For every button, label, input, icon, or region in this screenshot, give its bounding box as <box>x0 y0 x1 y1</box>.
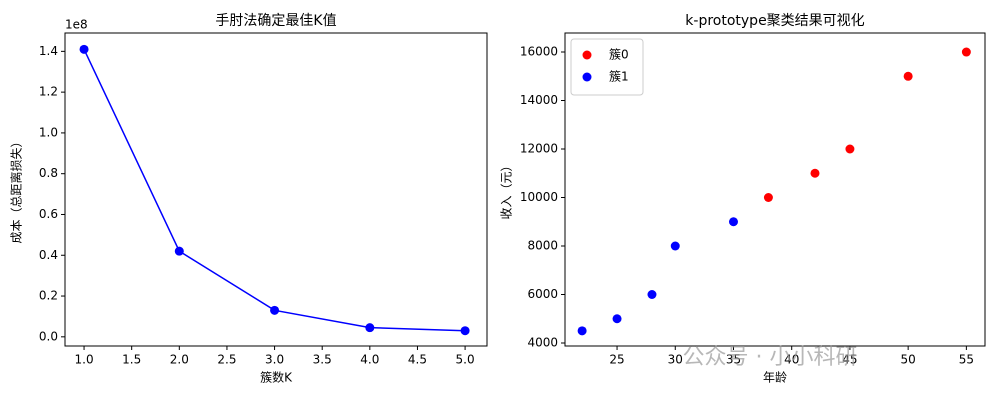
y-tick-label: 14000 <box>520 93 558 107</box>
point <box>79 44 89 54</box>
point <box>810 168 820 178</box>
x-tick-label: 55 <box>959 353 974 367</box>
x-axis-label: 簇数K <box>260 370 293 385</box>
plot-frame <box>64 32 488 347</box>
y-tick-label: 12000 <box>520 142 558 156</box>
y-tick-label: 16000 <box>520 45 558 59</box>
legend-marker <box>582 72 592 82</box>
x-tick-label: 30 <box>668 353 683 367</box>
x-tick-label: 50 <box>901 353 916 367</box>
x-tick-label: 45 <box>842 353 857 367</box>
plot-frame <box>564 32 986 347</box>
point <box>365 323 375 333</box>
watermark: 公众号 · 小小科研 <box>683 345 858 370</box>
x-tick-label: 3.5 <box>313 353 332 367</box>
x-tick-label: 4.0 <box>360 353 379 367</box>
x-tick-label: 2.0 <box>170 353 189 367</box>
y-tick-label: 10000 <box>520 190 558 204</box>
y-tick-label: 0.2 <box>39 289 58 303</box>
point <box>577 326 587 336</box>
y-tick-label: 0.8 <box>39 166 58 180</box>
point <box>270 305 280 315</box>
x-tick-label: 40 <box>784 353 799 367</box>
legend-label: 簇1 <box>609 69 629 84</box>
x-axis-label: 年龄 <box>763 371 787 385</box>
point <box>612 314 622 324</box>
offset-text: 1e8 <box>65 18 88 32</box>
point <box>670 241 680 251</box>
y-tick-label: 0.4 <box>39 248 58 262</box>
point <box>728 217 738 227</box>
y-axis-label: 收入（元） <box>500 159 514 219</box>
x-tick-label: 1.5 <box>122 353 141 367</box>
point <box>903 71 913 81</box>
y-axis-label: 成本（总距离损失） <box>9 135 24 243</box>
y-tick-label: 1.0 <box>39 125 58 139</box>
line <box>83 48 466 332</box>
point <box>845 144 855 154</box>
y-tick-label: 4000 <box>527 335 558 349</box>
legend-label: 簇0 <box>609 47 629 62</box>
legend-marker <box>582 50 592 60</box>
x-tick-label: 5.0 <box>456 353 475 367</box>
point <box>460 326 470 336</box>
legend-box <box>570 38 644 96</box>
x-tick-label: 2.5 <box>217 353 236 367</box>
y-tick-label: 1.2 <box>39 85 58 99</box>
y-tick-label: 8000 <box>527 238 558 252</box>
x-tick-label: 4.5 <box>408 353 427 367</box>
chart-title: 手肘法确定最佳K值 <box>215 13 336 29</box>
chart-title: k-prototype聚类结果可视化 <box>685 13 864 29</box>
y-tick-label: 0.6 <box>39 207 58 221</box>
point <box>647 289 657 299</box>
y-tick-label: 0.0 <box>39 329 58 343</box>
point <box>174 246 184 256</box>
y-tick-label: 1.4 <box>39 44 58 58</box>
x-tick-label: 35 <box>726 353 741 367</box>
point <box>763 193 773 203</box>
x-tick-label: 1.0 <box>75 353 94 367</box>
x-tick-label: 25 <box>609 353 624 367</box>
x-tick-label: 3.0 <box>265 353 284 367</box>
point <box>961 47 971 57</box>
y-tick-label: 6000 <box>527 287 558 301</box>
